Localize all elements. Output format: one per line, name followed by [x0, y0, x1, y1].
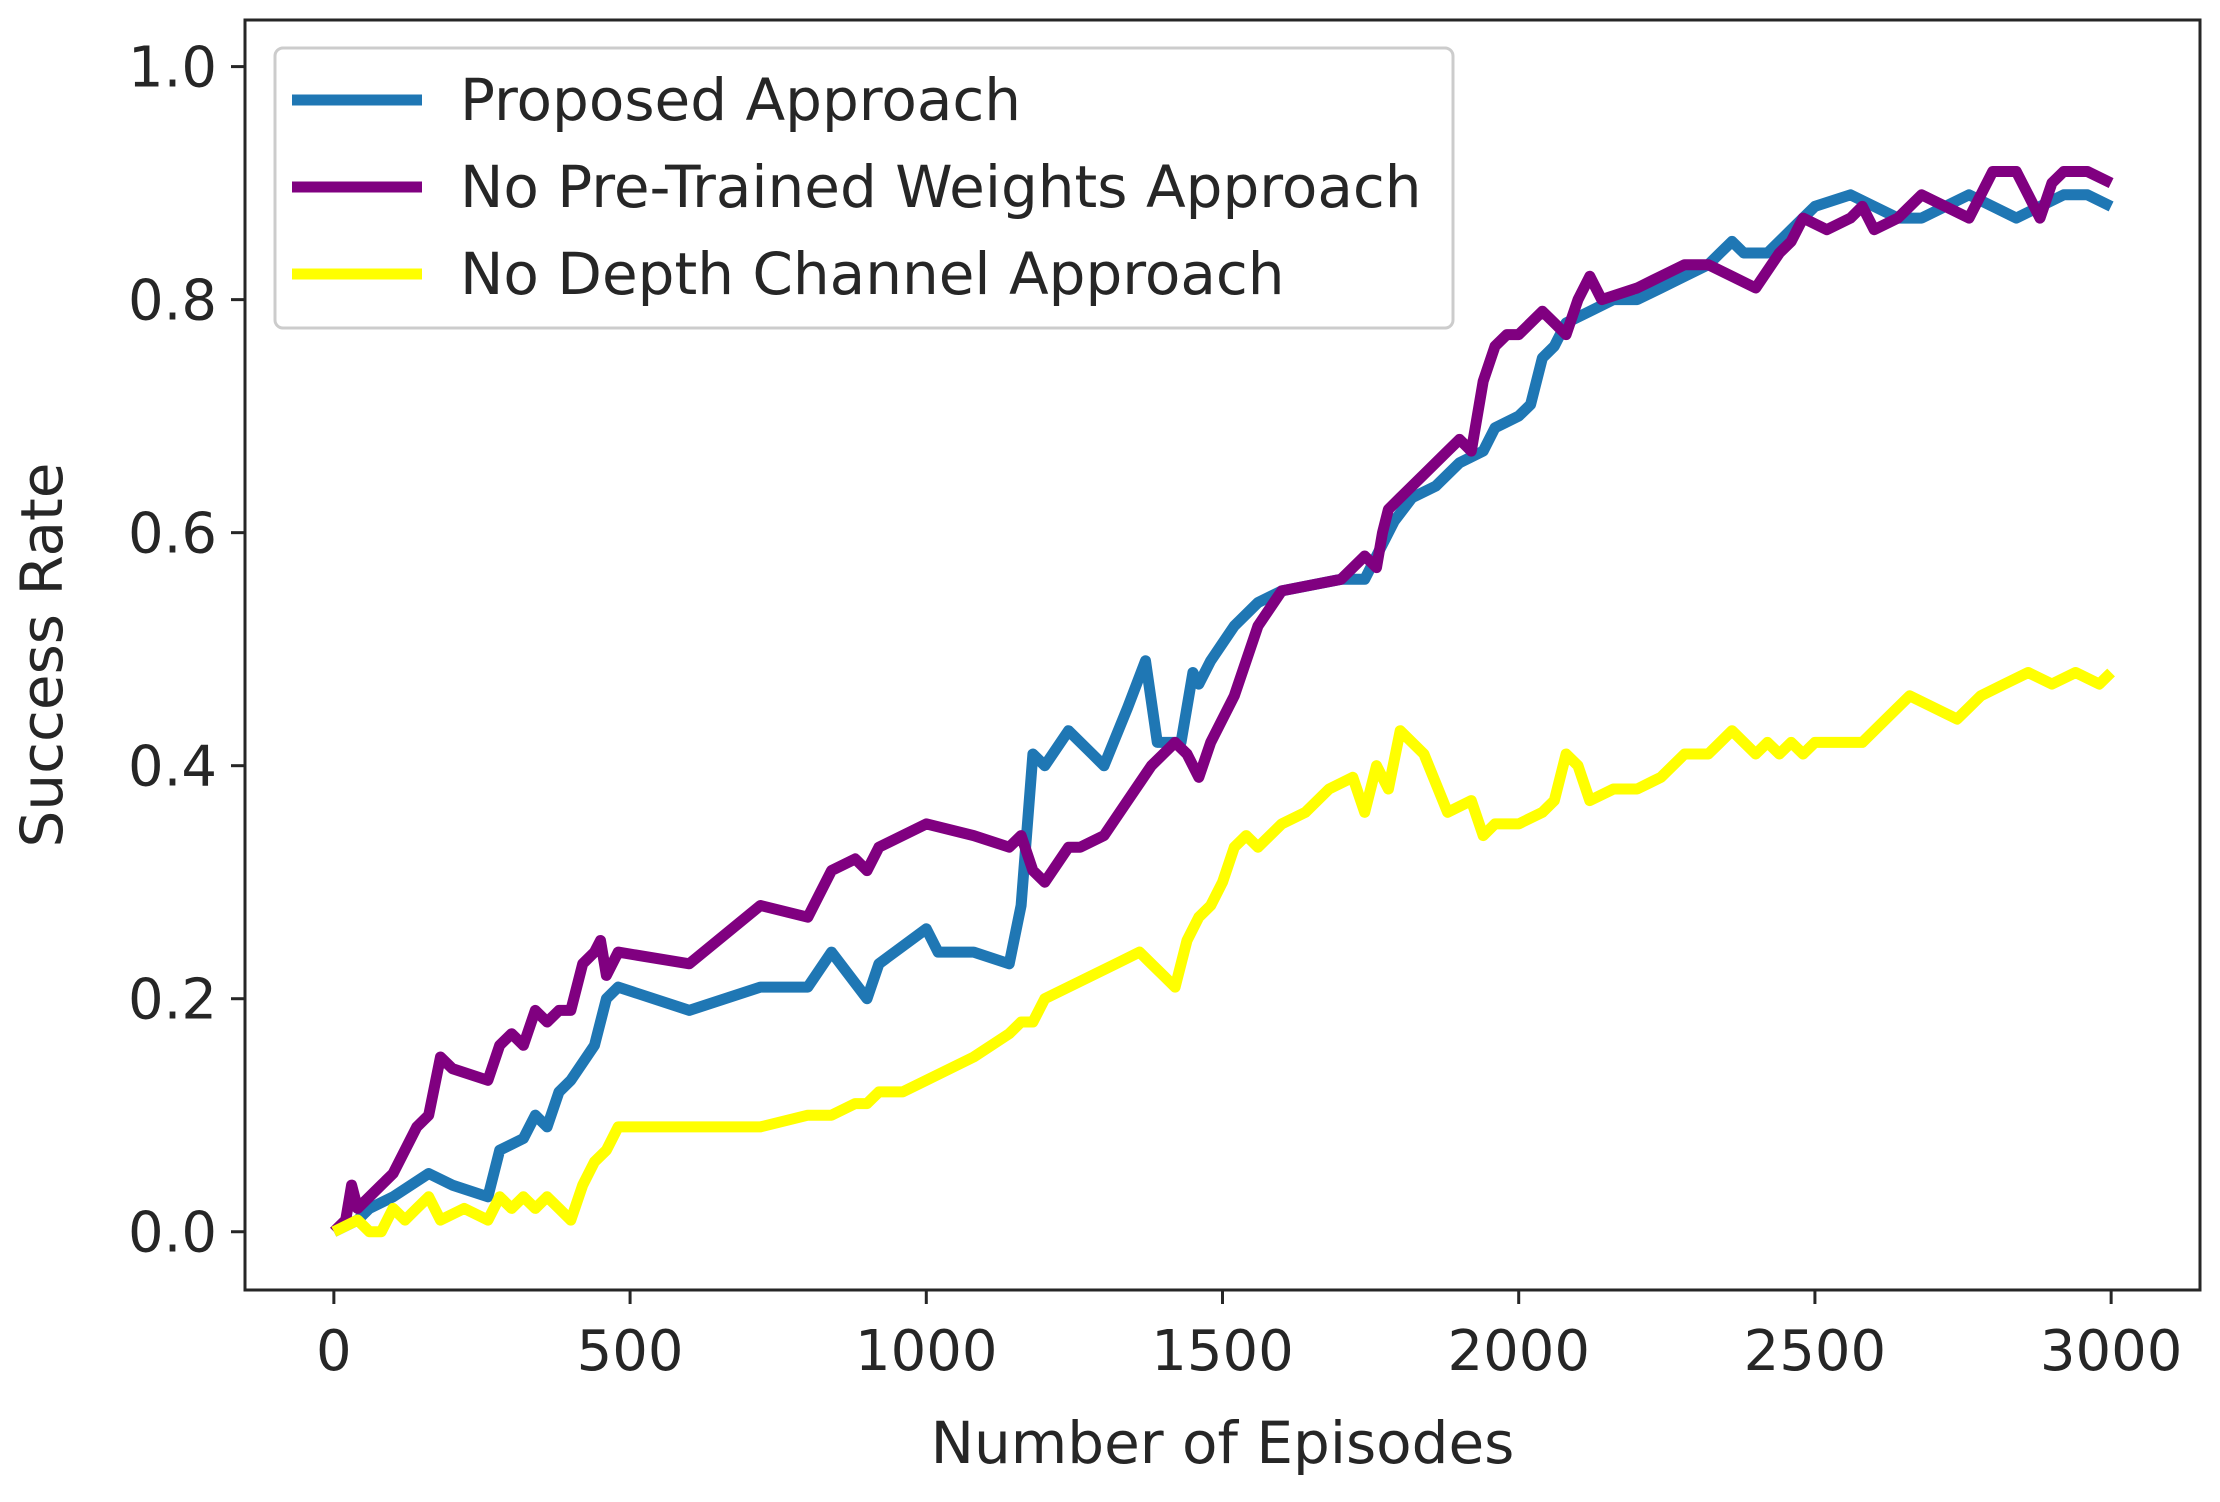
legend-label-no-pre-trained-weights-approach: No Pre-Trained Weights Approach — [460, 153, 1422, 221]
y-axis: 0.0 0.2 0.4 0.6 0.8 1.0 — [128, 36, 245, 1266]
y-axis-label: Success Rate — [8, 463, 76, 848]
x-tick-label: 0 — [316, 1319, 352, 1384]
legend: Proposed Approach No Pre-Trained Weights … — [273, 46, 1455, 330]
y-tick-label: 0.6 — [128, 502, 217, 567]
x-tick-label: 2000 — [1447, 1319, 1590, 1384]
y-tick-label: 0.2 — [128, 968, 217, 1033]
x-tick-label: 2500 — [1744, 1319, 1887, 1384]
x-axis: 0 500 1000 1500 2000 2500 3000 — [316, 1290, 2182, 1384]
x-tick-label: 500 — [577, 1319, 684, 1384]
legend-box — [273, 46, 1455, 330]
series-line-no-pre-trained-weights-approach — [330, 166, 2114, 1236]
series-line-proposed-approach — [331, 189, 2114, 1237]
y-tick-label: 0.0 — [128, 1201, 217, 1266]
legend-label-proposed-approach: Proposed Approach — [460, 66, 1021, 134]
y-tick-label: 1.0 — [128, 36, 217, 101]
series-layer — [330, 166, 2115, 1238]
x-tick-label: 1500 — [1151, 1319, 1294, 1384]
x-axis-label: Number of Episodes — [931, 1409, 1515, 1477]
x-tick-label: 1000 — [855, 1319, 998, 1384]
x-tick-label: 3000 — [2040, 1319, 2183, 1384]
series-line-no-depth-channel-approach — [331, 667, 2115, 1238]
y-tick-label: 0.4 — [128, 735, 217, 800]
legend-label-no-depth-channel-approach: No Depth Channel Approach — [460, 240, 1285, 308]
y-tick-label: 0.8 — [128, 269, 217, 334]
